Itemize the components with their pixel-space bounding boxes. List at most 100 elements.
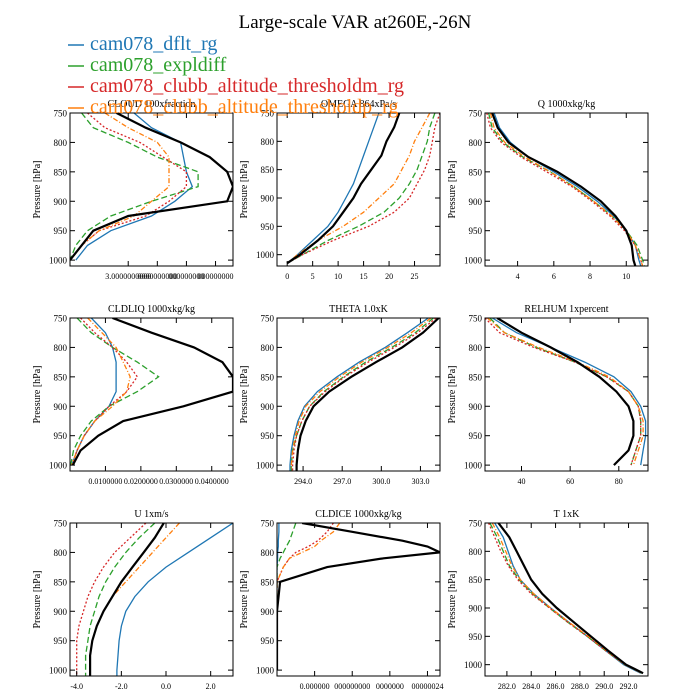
x-tick-label: 0000000 (376, 682, 404, 691)
plot-frame (484, 522, 649, 677)
y-tick-label: 800 (54, 138, 68, 148)
y-tick-label: 1000 (49, 461, 68, 471)
y-axis-label: Pressure [hPa] (32, 365, 43, 423)
y-tick-label: 900 (54, 607, 68, 617)
y-axis-label: Pressure [hPa] (239, 160, 250, 218)
series-line-cam078_expldiff (277, 523, 297, 671)
plot-frame (276, 522, 441, 677)
y-axis-label: Pressure [hPa] (32, 570, 43, 628)
series-group (76, 523, 233, 676)
figure-title: Large-scale VAR at260E,-26N (239, 12, 472, 33)
x-tick-label: 8 (588, 272, 592, 281)
x-tick-label: 300.0 (372, 477, 390, 486)
series-group (70, 318, 233, 466)
y-tick-label: 1000 (256, 250, 275, 260)
y-tick-label: 1000 (49, 256, 68, 266)
series-line-cam078_clubb_altitude_thresholdm_rg (485, 318, 642, 466)
y-tick-label: 950 (469, 632, 483, 642)
series-line-cam078_expldiff (489, 523, 643, 674)
x-tick-label: 288.0 (571, 682, 589, 691)
series-group (485, 318, 647, 466)
x-tick-label: 60 (566, 477, 574, 486)
x-tick-label: -4.0 (70, 682, 83, 691)
y-axis-label: Pressure [hPa] (447, 570, 458, 628)
series-line-cam078_clubb_altitude_thresholdm_rg (71, 318, 139, 466)
plot-frame (276, 317, 441, 472)
x-tick-label: 0.000000 (300, 682, 330, 691)
y-axis-label: Pressure [hPa] (447, 365, 458, 423)
x-tick-label: 303.0 (411, 477, 429, 486)
x-tick-label: 40 (517, 477, 525, 486)
x-tick-label: 00000024 (411, 682, 443, 691)
y-tick-label: 1000 (256, 461, 275, 471)
y-tick-label: 900 (261, 402, 275, 412)
y-tick-label: 950 (54, 431, 68, 441)
x-tick-label: 3.0000000000 (105, 272, 151, 281)
x-tick-label: 20 (385, 272, 393, 281)
y-tick-label: 800 (54, 343, 68, 353)
legend: cam078_dflt_rgcam078_expldiffcam078_club… (68, 33, 404, 118)
legend-label: cam078_dflt_rg (90, 33, 217, 55)
x-tick-label: 0.0300000 (159, 477, 193, 486)
x-tick-label: 0.0100000 (88, 477, 122, 486)
y-tick-label: 800 (469, 343, 483, 353)
y-tick-label: 800 (261, 548, 275, 558)
series-line-cam078_dflt_rg (277, 523, 280, 671)
y-tick-label: 1000 (256, 666, 275, 676)
y-tick-label: 900 (261, 194, 275, 204)
y-tick-label: 850 (261, 372, 275, 382)
series-line-reference (295, 318, 440, 471)
plot-frame (69, 112, 234, 267)
panel-1: CLOUD 100xfraction 750 800 850 900 950 1000 3.0… (32, 99, 234, 281)
y-tick-label: 1000 (49, 666, 68, 676)
x-tick-label: 290.0 (595, 682, 613, 691)
x-tick-label: 284.0 (522, 682, 540, 691)
panel-title: RELHUM 1xpercent (524, 304, 608, 315)
plot-frame (484, 112, 649, 267)
y-tick-label: 750 (261, 314, 275, 324)
y-tick-label: 750 (261, 519, 275, 529)
x-tick-label: 292.0 (620, 682, 638, 691)
y-tick-label: 1000 (464, 660, 483, 670)
y-tick-label: 1000 (464, 256, 483, 266)
series-line-cam078_clubb_altitude_thresholdm_rg (486, 113, 644, 266)
y-tick-label: 800 (469, 547, 483, 557)
series-line-reference (71, 318, 233, 466)
y-tick-label: 850 (469, 372, 483, 382)
y-tick-label: 850 (54, 577, 68, 587)
series-line-reference (70, 113, 233, 261)
series-line-reference (88, 523, 165, 676)
y-tick-label: 800 (261, 137, 275, 147)
x-tick-label: 297.0 (333, 477, 351, 486)
y-tick-label: 950 (261, 222, 275, 232)
panel-2: OMEGA 864xPa/s 750 800 850 900 950 1000 0 5 10 15 2… (239, 99, 441, 281)
y-tick-label: 900 (261, 607, 275, 617)
x-tick-label: 294.0 (294, 477, 312, 486)
y-tick-label: 850 (261, 165, 275, 175)
plot-frame (69, 522, 234, 677)
y-tick-label: 750 (261, 109, 275, 119)
y-tick-label: 750 (469, 519, 483, 529)
y-tick-label: 900 (54, 197, 68, 207)
y-tick-label: 850 (54, 167, 68, 177)
y-tick-label: 950 (469, 431, 483, 441)
y-axis-label: Pressure [hPa] (32, 160, 43, 218)
x-tick-label: 15 (360, 272, 368, 281)
series-line-cam078_expldiff (286, 113, 436, 264)
y-tick-label: 800 (261, 343, 275, 353)
series-line-cam078_clubb_altitude_thresholdp_rg (290, 318, 432, 471)
y-tick-label: 750 (469, 109, 483, 119)
y-tick-label: 850 (54, 372, 68, 382)
x-tick-label: 80 (615, 477, 623, 486)
x-tick-label: 000000000 (168, 272, 204, 281)
x-tick-label: 000000000 (334, 682, 370, 691)
panel-3: Q 1000xkg/kg 750 800 850 900 950 1000 4 6 8 10 Pres… (447, 99, 649, 281)
y-tick-label: 900 (54, 402, 68, 412)
series-line-cam078_clubb_altitude_thresholdp_rg (491, 523, 643, 674)
y-tick-label: 950 (469, 226, 483, 236)
panel-title: CLOUD 100xfraction (107, 99, 195, 110)
series-line-cam078_expldiff (84, 523, 156, 676)
x-tick-label: 282.0 (498, 682, 516, 691)
series-line-reference (497, 523, 644, 675)
